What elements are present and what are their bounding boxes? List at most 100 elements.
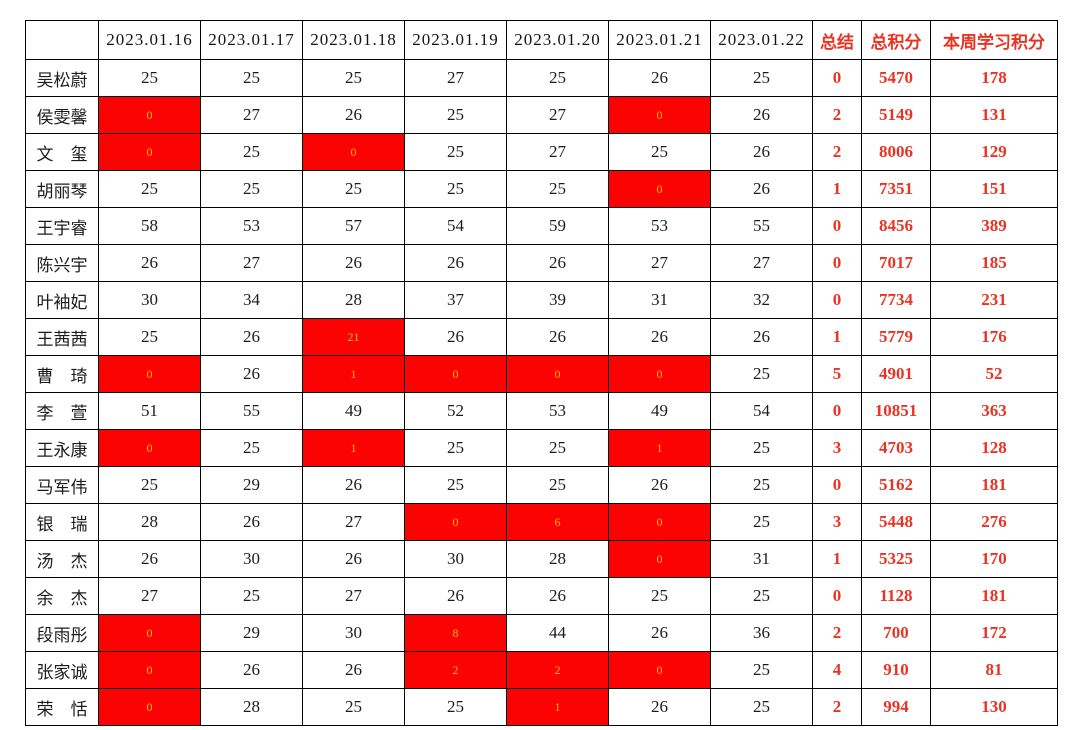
date-header-cell-2[interactable]: 2023.01.18 bbox=[302, 20, 405, 60]
score-cell[interactable]: 25 bbox=[302, 688, 405, 726]
score-cell[interactable]: 25 bbox=[404, 170, 507, 208]
student-name-cell[interactable]: 侯雯馨 bbox=[25, 96, 99, 134]
score-cell-flagged[interactable]: 0 bbox=[506, 355, 609, 393]
total-points-cell[interactable]: 8456 bbox=[861, 207, 931, 245]
total-points-cell[interactable]: 700 bbox=[861, 614, 931, 652]
score-cell[interactable]: 25 bbox=[404, 96, 507, 134]
summary-header-cell[interactable]: 总结 bbox=[812, 20, 862, 60]
score-cell[interactable]: 25 bbox=[302, 59, 405, 97]
summary-count-cell[interactable]: 0 bbox=[812, 577, 862, 615]
student-name-cell[interactable]: 李 萱 bbox=[25, 392, 99, 430]
score-cell-flagged[interactable]: 2 bbox=[404, 651, 507, 689]
score-cell-flagged[interactable]: 0 bbox=[98, 614, 201, 652]
summary-count-cell[interactable]: 2 bbox=[812, 96, 862, 134]
total-points-cell[interactable]: 10851 bbox=[861, 392, 931, 430]
date-header-cell-5[interactable]: 2023.01.21 bbox=[608, 20, 711, 60]
score-cell[interactable]: 27 bbox=[98, 577, 201, 615]
week-points-cell[interactable]: 130 bbox=[930, 688, 1058, 726]
week-points-cell[interactable]: 231 bbox=[930, 281, 1058, 319]
student-name-cell[interactable]: 吴松蔚 bbox=[25, 59, 99, 97]
score-cell[interactable]: 29 bbox=[200, 614, 303, 652]
total-points-cell[interactable]: 7351 bbox=[861, 170, 931, 208]
summary-count-cell[interactable]: 1 bbox=[812, 318, 862, 356]
week-points-cell[interactable]: 128 bbox=[930, 429, 1058, 467]
score-cell[interactable]: 26 bbox=[302, 540, 405, 578]
score-cell[interactable]: 53 bbox=[506, 392, 609, 430]
summary-count-cell[interactable]: 2 bbox=[812, 133, 862, 171]
score-cell[interactable]: 39 bbox=[506, 281, 609, 319]
score-cell-flagged[interactable]: 0 bbox=[404, 503, 507, 541]
score-cell[interactable]: 26 bbox=[404, 577, 507, 615]
score-cell[interactable]: 26 bbox=[608, 318, 711, 356]
score-cell[interactable]: 30 bbox=[302, 614, 405, 652]
score-cell[interactable]: 26 bbox=[404, 318, 507, 356]
score-cell[interactable]: 26 bbox=[608, 466, 711, 504]
total-points-cell[interactable]: 4901 bbox=[861, 355, 931, 393]
score-cell-flagged[interactable]: 21 bbox=[302, 318, 405, 356]
score-cell[interactable]: 51 bbox=[98, 392, 201, 430]
score-cell[interactable]: 54 bbox=[404, 207, 507, 245]
total-points-cell[interactable]: 1128 bbox=[861, 577, 931, 615]
score-cell[interactable]: 30 bbox=[200, 540, 303, 578]
score-cell[interactable]: 25 bbox=[710, 466, 813, 504]
score-cell[interactable]: 25 bbox=[506, 466, 609, 504]
student-name-cell[interactable]: 胡丽琴 bbox=[25, 170, 99, 208]
score-cell[interactable]: 26 bbox=[302, 244, 405, 282]
score-cell[interactable]: 52 bbox=[404, 392, 507, 430]
score-cell[interactable]: 34 bbox=[200, 281, 303, 319]
score-cell[interactable]: 25 bbox=[404, 688, 507, 726]
score-cell-flagged[interactable]: 6 bbox=[506, 503, 609, 541]
score-cell-flagged[interactable]: 0 bbox=[302, 133, 405, 171]
total-points-cell[interactable]: 7017 bbox=[861, 244, 931, 282]
score-cell[interactable]: 27 bbox=[404, 59, 507, 97]
score-cell-flagged[interactable]: 0 bbox=[608, 355, 711, 393]
score-cell[interactable]: 27 bbox=[506, 96, 609, 134]
score-cell[interactable]: 27 bbox=[200, 96, 303, 134]
score-cell[interactable]: 30 bbox=[404, 540, 507, 578]
score-cell[interactable]: 25 bbox=[404, 466, 507, 504]
summary-count-cell[interactable]: 0 bbox=[812, 59, 862, 97]
total-points-cell[interactable]: 5448 bbox=[861, 503, 931, 541]
score-cell-flagged[interactable]: 2 bbox=[506, 651, 609, 689]
score-cell-flagged[interactable]: 0 bbox=[608, 651, 711, 689]
summary-count-cell[interactable]: 0 bbox=[812, 244, 862, 282]
score-cell[interactable]: 27 bbox=[302, 577, 405, 615]
score-cell-flagged[interactable]: 0 bbox=[98, 429, 201, 467]
score-cell[interactable]: 25 bbox=[404, 429, 507, 467]
score-cell[interactable]: 37 bbox=[404, 281, 507, 319]
score-cell[interactable]: 26 bbox=[98, 244, 201, 282]
score-cell[interactable]: 27 bbox=[506, 133, 609, 171]
score-cell[interactable]: 28 bbox=[200, 688, 303, 726]
total-points-cell[interactable]: 994 bbox=[861, 688, 931, 726]
score-cell[interactable]: 25 bbox=[98, 466, 201, 504]
score-cell[interactable]: 25 bbox=[200, 133, 303, 171]
score-cell[interactable]: 29 bbox=[200, 466, 303, 504]
total-points-cell[interactable]: 910 bbox=[861, 651, 931, 689]
score-cell[interactable]: 25 bbox=[98, 170, 201, 208]
week-points-cell[interactable]: 181 bbox=[930, 466, 1058, 504]
week-points-cell[interactable]: 389 bbox=[930, 207, 1058, 245]
student-name-cell[interactable]: 马军伟 bbox=[25, 466, 99, 504]
score-cell[interactable]: 25 bbox=[98, 318, 201, 356]
student-name-cell[interactable]: 汤 杰 bbox=[25, 540, 99, 578]
student-name-cell[interactable]: 荣 恬 bbox=[25, 688, 99, 726]
week-points-cell[interactable]: 81 bbox=[930, 651, 1058, 689]
score-cell[interactable]: 49 bbox=[608, 392, 711, 430]
score-cell[interactable]: 26 bbox=[710, 170, 813, 208]
score-cell[interactable]: 26 bbox=[302, 96, 405, 134]
score-cell[interactable]: 25 bbox=[710, 577, 813, 615]
student-name-cell[interactable]: 陈兴宇 bbox=[25, 244, 99, 282]
score-cell-flagged[interactable]: 0 bbox=[404, 355, 507, 393]
score-cell[interactable]: 55 bbox=[710, 207, 813, 245]
score-cell-flagged[interactable]: 0 bbox=[608, 96, 711, 134]
score-cell-flagged[interactable]: 1 bbox=[302, 355, 405, 393]
score-cell-flagged[interactable]: 0 bbox=[608, 540, 711, 578]
total-points-cell[interactable]: 5779 bbox=[861, 318, 931, 356]
score-cell[interactable]: 26 bbox=[98, 540, 201, 578]
summary-count-cell[interactable]: 2 bbox=[812, 688, 862, 726]
score-cell-flagged[interactable]: 0 bbox=[608, 503, 711, 541]
score-cell[interactable]: 53 bbox=[200, 207, 303, 245]
score-cell-flagged[interactable]: 8 bbox=[404, 614, 507, 652]
week-points-cell[interactable]: 52 bbox=[930, 355, 1058, 393]
score-cell[interactable]: 25 bbox=[506, 429, 609, 467]
